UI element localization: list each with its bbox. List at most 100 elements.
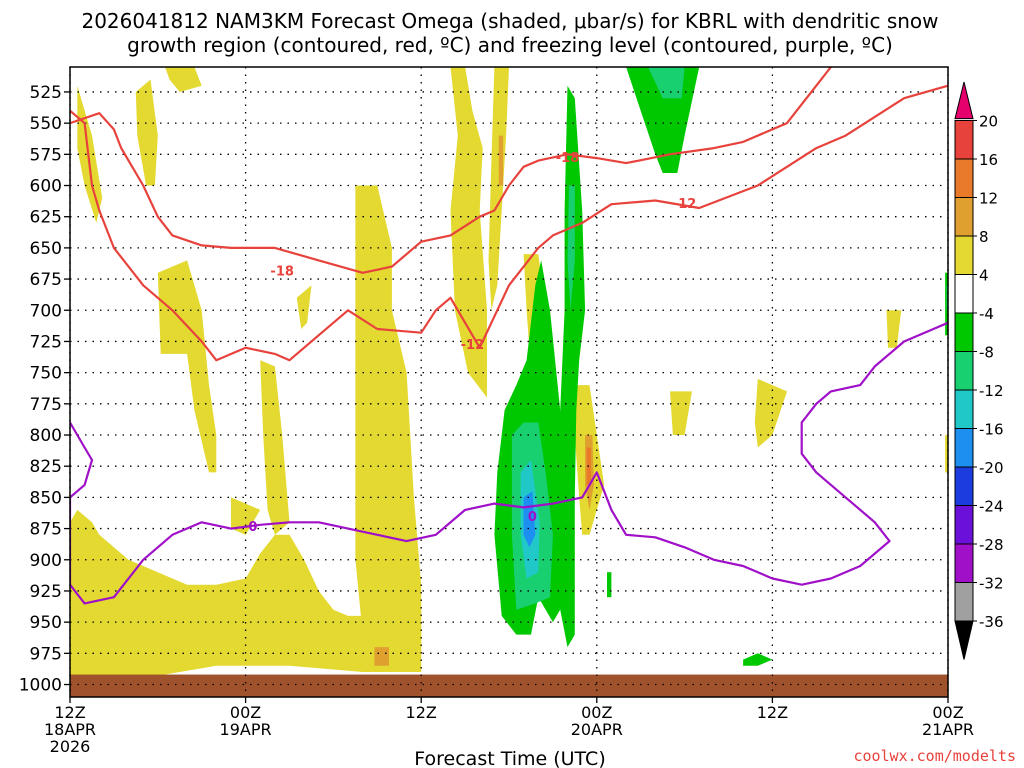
omega-region-8	[355, 185, 422, 666]
colorbar-bin-9	[954, 428, 974, 468]
omega-region-6	[260, 360, 290, 535]
contour-freezing_0	[70, 321, 948, 605]
colorbar-label: 12	[979, 190, 998, 208]
y-tick-label: 800	[30, 426, 62, 446]
colorbar-bin-13	[954, 582, 974, 622]
omega-region-4	[157, 260, 217, 473]
colorbar-bin-3	[954, 197, 974, 237]
omega-region-25	[555, 85, 586, 648]
chart-title-line2: growth region (contoured, red, ºC) and f…	[127, 33, 893, 57]
omega-region-11	[498, 135, 504, 186]
omega-region-10	[488, 67, 509, 311]
colorbar-bin-7	[954, 351, 974, 391]
contour-label-freezing_0-1: 0	[528, 510, 537, 525]
y-tick-label: 550	[30, 114, 62, 134]
omega-region-30	[743, 653, 773, 666]
colorbar-bin-0	[954, 81, 974, 120]
credit-text: coolwx.com/modelts	[853, 747, 1016, 765]
colorbar-label: -16	[979, 421, 1004, 439]
omega-region-3	[165, 67, 202, 92]
terrain-layer	[70, 674, 948, 697]
contour-label-dgz_minus18-1: -18	[556, 151, 580, 166]
omega-region-29	[607, 572, 612, 598]
colorbar-label: -8	[979, 344, 994, 362]
x-tick-label: 19APR	[220, 720, 272, 739]
x-tick-label: 00Z	[581, 703, 612, 722]
omega-region-2	[135, 79, 158, 186]
y-tick-label: 575	[30, 145, 62, 165]
colorbar-bin-2	[954, 158, 974, 198]
omega-region-7	[296, 285, 312, 329]
y-tick-label: 650	[30, 239, 62, 259]
x-tick-label: 2026	[50, 737, 91, 756]
colorbar-label: 4	[979, 267, 989, 285]
y-tick-label: 675	[30, 270, 62, 290]
colorbar-label: -32	[979, 575, 1004, 593]
colorbar-label: -20	[979, 459, 1004, 477]
omega-region-5	[231, 497, 261, 535]
y-tick-label: 900	[30, 551, 62, 571]
y-tick-label: 725	[30, 332, 62, 352]
x-axis-label: Forecast Time (UTC)	[414, 748, 605, 768]
colorbar-bin-11	[954, 505, 974, 545]
contour-dgz_minus18	[70, 67, 832, 274]
omega-region-17	[754, 378, 787, 448]
colorbar-label: -24	[979, 498, 1004, 516]
colorbar-label: 8	[979, 228, 989, 246]
y-tick-label: 925	[30, 582, 62, 602]
x-tick-label: 12Z	[54, 703, 85, 722]
colorbar-label: -28	[979, 536, 1004, 554]
terrain-band	[70, 674, 948, 697]
colorbar-label: 20	[979, 113, 998, 131]
y-tick-label: 1000	[19, 676, 62, 696]
omega-region-16	[670, 391, 692, 435]
x-tick-label: 18APR	[44, 720, 96, 739]
colorbar-bin-14	[954, 620, 974, 660]
colorbar-bin-12	[954, 543, 974, 583]
axis-frame	[64, 66, 949, 703]
y-tick-label: 775	[30, 395, 62, 415]
x-tick-label: 20APR	[571, 720, 623, 739]
colorbar-bin-4	[954, 235, 974, 275]
y-axis-tick-labels: 525 550 575 600 625 650 675 700 725 750 775 800 825 8…	[19, 83, 62, 696]
chart-title-line1: 2026041812 NAM3KM Forecast Omega (shaded…	[81, 9, 938, 33]
colorbar-label: 16	[979, 151, 998, 169]
y-tick-label: 825	[30, 457, 62, 477]
omega-region-0	[70, 509, 422, 679]
y-tick-label: 850	[30, 488, 62, 508]
contour-label-dgz_minus12-1: -12	[673, 197, 697, 212]
colorbar-label: -12	[979, 382, 1004, 400]
contour-dgz_minus12	[70, 84, 948, 362]
colorbar-bin-8	[954, 389, 974, 429]
y-tick-label: 625	[30, 208, 62, 228]
y-tick-label: 975	[30, 644, 62, 664]
contour-label-dgz_minus12-0: -12	[461, 338, 485, 353]
x-tick-label: 12Z	[757, 703, 788, 722]
omega-shading-layer	[70, 67, 948, 679]
contour-layer: -18 -18 -12 -12 0 0	[70, 67, 948, 605]
x-tick-label: 00Z	[230, 703, 261, 722]
colorbar: 20 16 12 8 4 -4 -8 -12 -16 -20 -24 -28 -32 -36	[954, 81, 1004, 660]
x-tick-label: 21APR	[922, 720, 974, 739]
colorbar-label: -4	[979, 305, 994, 323]
omega-region-18	[886, 310, 902, 348]
colorbar-label: -36	[979, 613, 1004, 631]
omega-region-1	[77, 85, 103, 223]
contour-label-dgz_minus18-0: -18	[270, 264, 294, 279]
y-tick-label: 750	[30, 364, 62, 384]
y-tick-label: 950	[30, 613, 62, 633]
omega-region-20	[374, 647, 389, 666]
y-tick-label: 600	[30, 177, 62, 197]
omega-region-28	[648, 67, 685, 99]
plot-border	[69, 66, 949, 698]
y-tick-label: 525	[30, 83, 62, 103]
y-tick-label: 700	[30, 301, 62, 321]
colorbar-bin-10	[954, 466, 974, 506]
colorbar-bin-6	[954, 312, 974, 352]
x-tick-label: 12Z	[406, 703, 437, 722]
x-tick-label: 00Z	[932, 703, 963, 722]
contour-label-freezing_0-0: 0	[248, 520, 257, 535]
colorbar-bin-5	[954, 274, 974, 314]
